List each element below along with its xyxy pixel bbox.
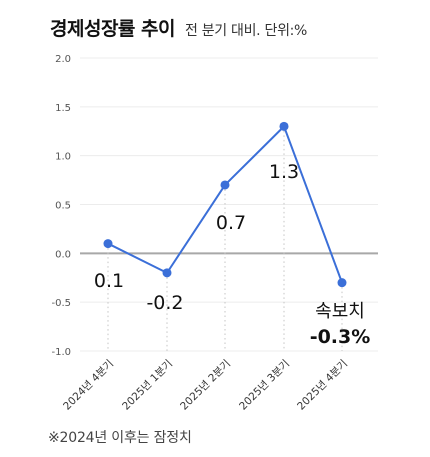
y-tick-label: -1.0 (51, 347, 71, 358)
y-tick-label: -0.5 (51, 298, 71, 309)
chart-title: 경제성장률 추이 (50, 18, 175, 40)
x-tick-label: 2025년 1분기 (120, 358, 175, 413)
y-tick-label: 2.0 (55, 54, 71, 65)
x-tick-label: 2025년 2분기 (178, 358, 233, 413)
data-label: 1.3 (269, 161, 299, 183)
y-tick-label: 0.0 (55, 249, 71, 260)
footnote: ※2024년 이후는 잠정치 (48, 430, 192, 446)
data-point (337, 278, 347, 288)
y-tick-label: 0.5 (55, 201, 71, 212)
data-label: -0.2 (146, 292, 183, 314)
data-point (162, 268, 172, 278)
data-label: 0.7 (216, 212, 246, 234)
y-tick-label: 1.5 (55, 103, 71, 114)
data-label: -0.3% (310, 326, 371, 348)
x-tick-label: 2024년 4분기 (61, 358, 116, 413)
chart-header: 경제성장률 추이 전 분기 대비. 단위:% (50, 14, 307, 41)
data-point (103, 239, 113, 249)
data-point (279, 121, 289, 131)
y-tick-label: 1.0 (55, 152, 71, 163)
data-label: 0.1 (94, 270, 124, 292)
chart-subtitle: 전 분기 대비. 단위:% (184, 23, 308, 39)
x-tick-label: 2025년 4분기 (295, 358, 350, 413)
data-point (220, 180, 230, 190)
x-tick-label: 2025년 3분기 (237, 358, 292, 413)
preliminary-note: 속보치 (315, 301, 365, 322)
